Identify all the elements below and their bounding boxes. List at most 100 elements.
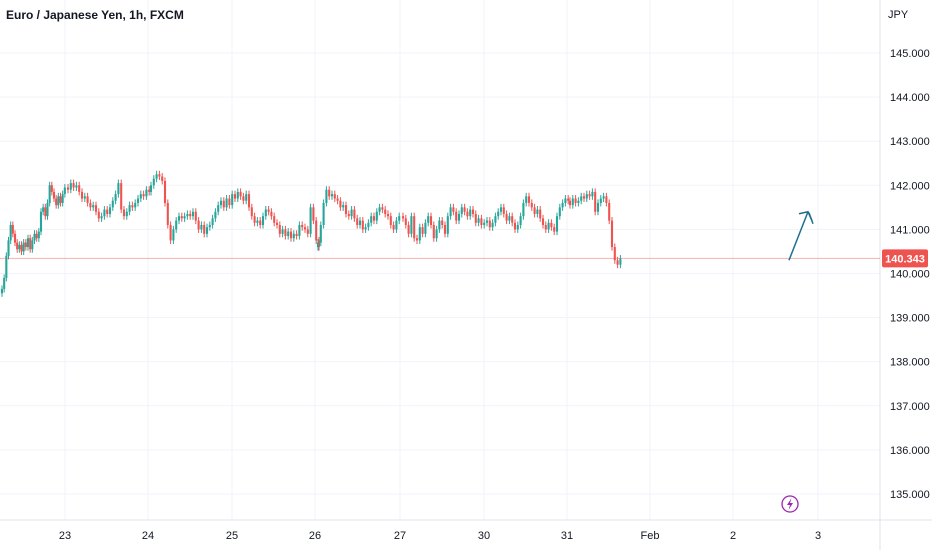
- currency-label: JPY: [888, 9, 909, 21]
- candle-body: [295, 233, 298, 237]
- candle-body: [392, 224, 395, 230]
- candle-body: [438, 220, 441, 230]
- candle-body: [219, 200, 223, 206]
- candle-body: [494, 216, 497, 223]
- candle-body: [471, 209, 475, 214]
- candle-body: [441, 220, 444, 225]
- candle-body: [550, 222, 553, 228]
- candle-body: [55, 198, 58, 206]
- candle-body: [446, 216, 449, 234]
- candle-body: [530, 202, 533, 208]
- candle-body: [239, 191, 242, 197]
- candle-body: [169, 224, 172, 241]
- candle-body: [111, 200, 114, 208]
- candle-body: [477, 218, 480, 223]
- candle-body: [205, 227, 209, 234]
- candle-body: [225, 198, 228, 208]
- candle-body: [11, 224, 14, 234]
- candle-body: [94, 205, 98, 212]
- candle-body: [75, 185, 78, 188]
- candle-body: [37, 231, 40, 239]
- candle-body: [533, 207, 536, 214]
- candle-body: [457, 213, 461, 221]
- annotation-arrow-tail: [808, 212, 814, 225]
- candle-body: [287, 231, 290, 237]
- candle-body: [233, 194, 237, 199]
- candle-body: [413, 216, 416, 239]
- candle-body: [553, 227, 556, 232]
- candle-body: [361, 220, 364, 230]
- candle-body: [483, 222, 486, 225]
- candle-body: [488, 220, 491, 228]
- y-tick-label: 138.000: [890, 357, 930, 369]
- candle-body: [26, 238, 30, 248]
- candle-body: [555, 216, 559, 232]
- candle-body: [588, 194, 591, 197]
- candle-body: [536, 209, 539, 214]
- candle-body: [596, 202, 600, 212]
- candle-body: [289, 231, 293, 239]
- candle-body: [466, 211, 469, 217]
- candle-body: [421, 227, 424, 234]
- candle-body: [97, 211, 100, 219]
- x-tick-label: 3: [815, 530, 821, 542]
- candle-body: [367, 222, 370, 228]
- x-tick-label: 2: [730, 530, 736, 542]
- candle-body: [131, 205, 134, 208]
- candle-body: [59, 196, 62, 203]
- candle-body: [316, 242, 320, 248]
- candle-body: [522, 202, 525, 217]
- candle-body: [378, 207, 381, 212]
- candle-body: [372, 216, 376, 221]
- candle-body: [122, 209, 126, 217]
- candle-body: [322, 202, 325, 225]
- candle-body: [330, 194, 334, 197]
- candle-body: [16, 242, 19, 250]
- candle-body: [236, 191, 239, 199]
- candle-body: [120, 183, 123, 210]
- candle-body: [278, 224, 281, 234]
- candle-body: [599, 198, 602, 203]
- candle-body: [499, 207, 503, 212]
- candle-body: [491, 222, 494, 228]
- x-tick-label: 25: [226, 530, 238, 542]
- candle-body: [52, 191, 56, 199]
- candle-body: [358, 220, 362, 225]
- y-tick-label: 135.000: [890, 489, 930, 501]
- candle-body: [114, 194, 117, 201]
- candle-body: [602, 196, 605, 199]
- candle-body: [591, 191, 594, 197]
- candle-body: [78, 185, 81, 192]
- candle-body: [547, 222, 550, 230]
- candle-body: [3, 277, 6, 289]
- candle-body: [312, 207, 315, 221]
- candle-body: [527, 196, 531, 203]
- candle-body: [432, 224, 435, 239]
- candle-body: [125, 211, 128, 217]
- candle-body: [46, 202, 49, 217]
- candle-body: [48, 185, 51, 203]
- candle-body: [145, 189, 148, 197]
- candle-body: [455, 211, 458, 221]
- candle-body: [401, 216, 405, 219]
- candle-body: [301, 224, 304, 228]
- candle-body: [364, 227, 367, 230]
- y-tick-label: 145.000: [890, 48, 930, 60]
- candle-body: [395, 220, 398, 230]
- candle-body: [325, 189, 328, 203]
- candle-body: [298, 224, 301, 237]
- candle-body: [452, 207, 455, 212]
- y-tick-label: 141.000: [890, 224, 930, 236]
- candle-body: [13, 233, 17, 243]
- candle-body: [22, 242, 25, 252]
- candle-body: [353, 209, 356, 219]
- candle-body: [9, 224, 12, 241]
- candle-body: [619, 258, 622, 265]
- candle-body: [161, 176, 164, 181]
- candle-body: [222, 200, 225, 208]
- candle-body: [418, 227, 421, 241]
- candle-body: [525, 196, 528, 203]
- candle-body: [415, 238, 419, 241]
